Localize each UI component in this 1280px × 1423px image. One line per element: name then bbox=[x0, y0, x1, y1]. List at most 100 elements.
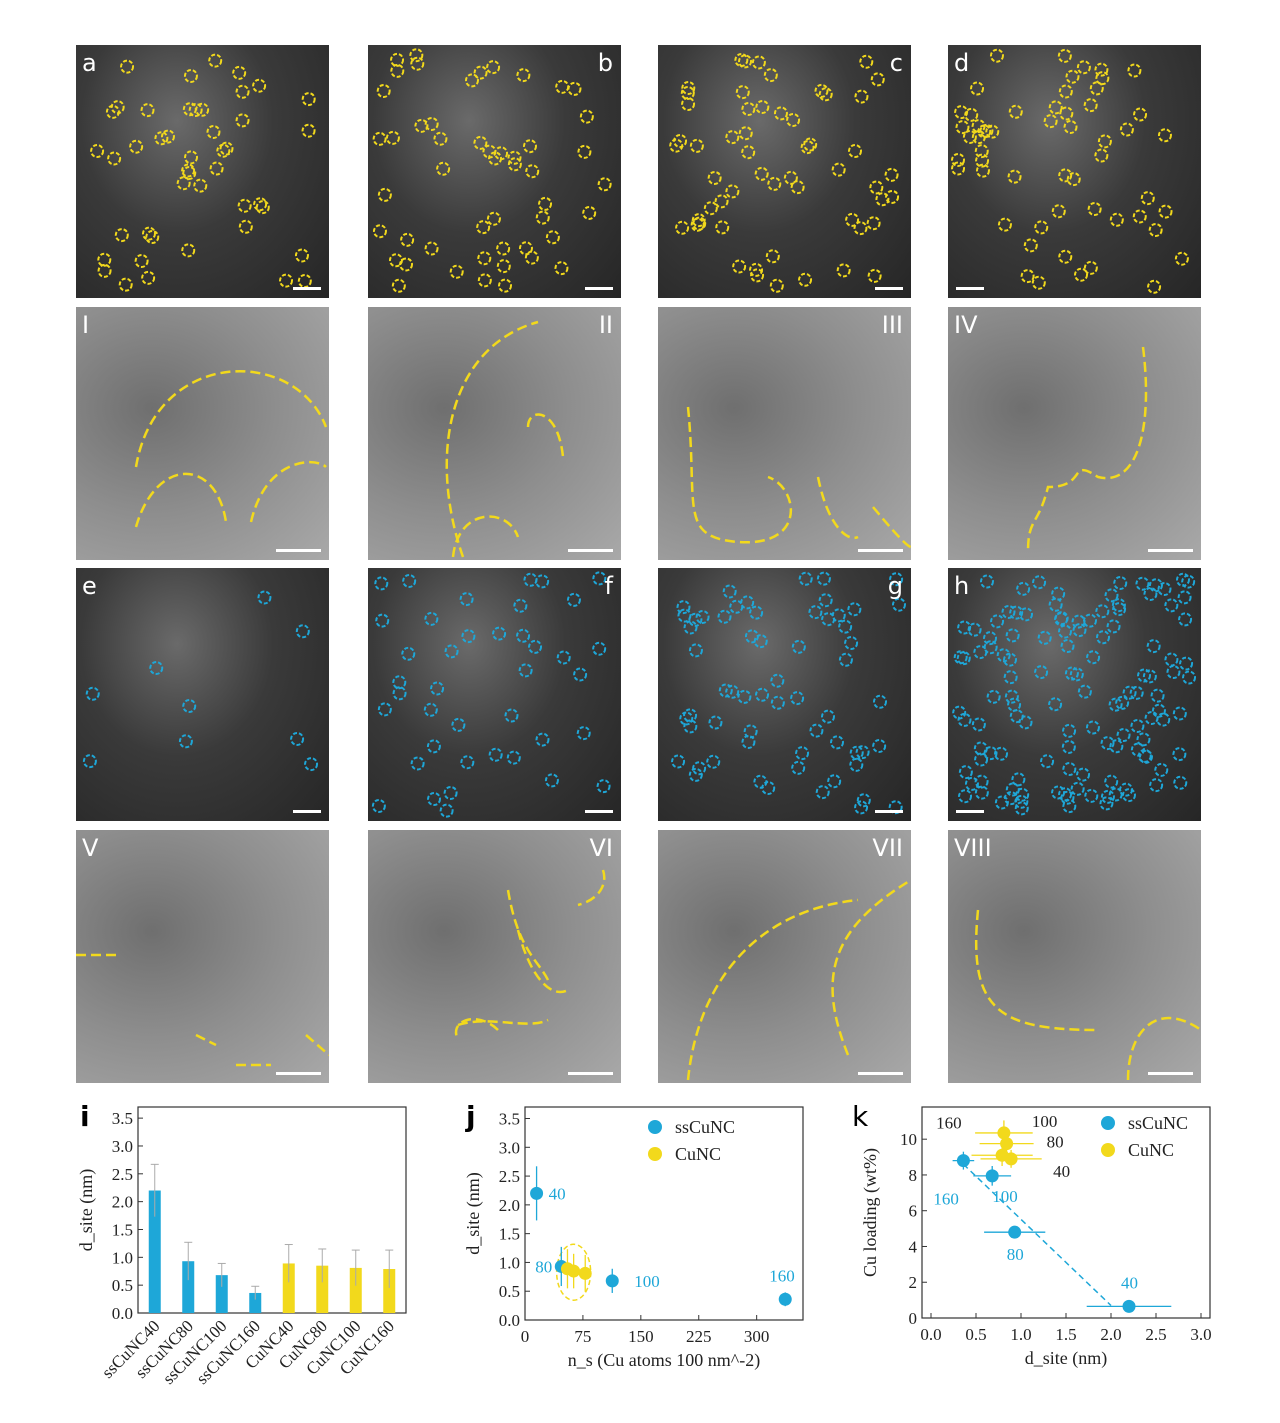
cu-site-marker bbox=[1138, 749, 1153, 764]
graphitic-layer-trace bbox=[577, 869, 606, 907]
cu-site-marker bbox=[977, 124, 992, 139]
cu-site-marker bbox=[206, 124, 221, 139]
cu-site-marker bbox=[1108, 697, 1123, 712]
cu-site-marker bbox=[577, 144, 592, 159]
cu-site-marker bbox=[729, 599, 744, 614]
cu-site-marker bbox=[430, 681, 445, 696]
cu-site-marker bbox=[1109, 212, 1124, 227]
y-tick-label: 0 bbox=[909, 1309, 918, 1328]
cu-site-marker bbox=[1095, 604, 1110, 619]
bar-CuNC100 bbox=[349, 1267, 362, 1313]
cu-site-marker bbox=[444, 644, 459, 659]
cu-site-marker bbox=[1116, 728, 1131, 743]
cu-site-marker bbox=[761, 780, 776, 795]
legend-label-CuNC: CuNC bbox=[1128, 1140, 1174, 1160]
cu-site-marker bbox=[1007, 697, 1022, 712]
cu-site-marker bbox=[486, 60, 501, 75]
cu-site-marker bbox=[400, 232, 415, 247]
cu-site-marker bbox=[154, 131, 169, 146]
cu-site-marker bbox=[460, 755, 475, 770]
cu-site-marker bbox=[1001, 604, 1016, 619]
cu-site-marker bbox=[496, 259, 511, 274]
point-label: 40 bbox=[1053, 1162, 1070, 1181]
graphitic-layer-trace bbox=[872, 506, 911, 549]
cu-site-marker bbox=[107, 151, 122, 166]
cu-site-marker bbox=[1034, 220, 1049, 235]
cu-site-marker bbox=[253, 197, 268, 212]
x-tick-label: 0 bbox=[521, 1327, 530, 1346]
hrtem-image-iii: III bbox=[658, 307, 911, 560]
cu-site-marker bbox=[1164, 652, 1179, 667]
cu-site-marker bbox=[401, 646, 416, 661]
cu-site-marker bbox=[755, 100, 770, 115]
cu-site-marker bbox=[735, 85, 750, 100]
cu-site-marker bbox=[388, 253, 403, 268]
cu-site-marker bbox=[1057, 48, 1072, 63]
cu-site-marker bbox=[1115, 695, 1130, 710]
cu-site-marker bbox=[722, 584, 737, 599]
point-label: 80 bbox=[535, 1257, 552, 1276]
cu-site-marker bbox=[518, 663, 533, 678]
cu-site-marker bbox=[507, 157, 522, 172]
cu-site-marker bbox=[492, 626, 507, 641]
cu-site-marker bbox=[402, 573, 417, 588]
cu-site-marker bbox=[838, 619, 853, 634]
cu-site-marker bbox=[1018, 715, 1033, 730]
cu-site-marker bbox=[1148, 578, 1163, 593]
cu-site-marker bbox=[556, 650, 571, 665]
cu-site-marker bbox=[523, 572, 538, 587]
cu-site-marker bbox=[741, 145, 756, 160]
cu-site-marker bbox=[134, 254, 149, 269]
cu-site-marker bbox=[958, 789, 973, 804]
cu-site-marker bbox=[496, 241, 511, 256]
graphitic-layer-trace bbox=[1126, 1016, 1201, 1081]
cu-site-marker bbox=[427, 792, 442, 807]
point-label: 40 bbox=[1121, 1273, 1138, 1292]
cu-site-marker bbox=[424, 116, 439, 131]
cu-site-marker bbox=[986, 689, 1001, 704]
panel-label: a bbox=[82, 49, 97, 77]
cu-site-marker bbox=[676, 600, 691, 615]
cu-site-marker bbox=[477, 273, 492, 288]
cu-site-marker bbox=[814, 83, 829, 98]
cu-site-marker bbox=[867, 268, 882, 283]
cu-site-marker bbox=[964, 107, 979, 122]
cu-site-marker bbox=[304, 757, 319, 772]
cu-site-marker bbox=[573, 667, 588, 682]
cu-site-marker bbox=[749, 605, 764, 620]
cu-site-marker bbox=[952, 705, 967, 720]
cu-site-marker bbox=[1003, 652, 1018, 667]
cu-site-marker bbox=[1108, 787, 1123, 802]
cu-site-marker bbox=[838, 652, 853, 667]
haadf-image-h: h bbox=[948, 568, 1201, 821]
cu-site-marker bbox=[854, 800, 869, 815]
y-tick-label: 0.5 bbox=[499, 1282, 520, 1301]
cu-site-marker bbox=[1094, 62, 1109, 77]
legend-marker-ssCuNC bbox=[1101, 1116, 1115, 1130]
graphitic-layer-trace bbox=[454, 1017, 499, 1041]
cu-site-marker bbox=[516, 628, 531, 643]
panel-label-j: j bbox=[466, 1100, 476, 1133]
cu-site-marker bbox=[1007, 169, 1022, 184]
cu-site-marker bbox=[689, 138, 704, 153]
cu-site-marker bbox=[869, 180, 884, 195]
cu-site-marker bbox=[725, 684, 740, 699]
cu-site-marker bbox=[1048, 697, 1063, 712]
scale-bar bbox=[568, 549, 613, 552]
cu-site-marker bbox=[507, 150, 522, 165]
cu-site-marker bbox=[1146, 639, 1161, 654]
cu-site-marker bbox=[681, 97, 696, 112]
cu-site-marker bbox=[974, 752, 989, 767]
cu-site-marker bbox=[105, 104, 120, 119]
cu-site-marker bbox=[1137, 668, 1152, 683]
y-axis-label: Cu loading (wt%) bbox=[860, 1148, 881, 1277]
cu-site-marker bbox=[885, 189, 900, 204]
cu-site-marker bbox=[377, 702, 392, 717]
cu-site-marker bbox=[889, 572, 904, 587]
cu-site-marker bbox=[129, 139, 144, 154]
hrtem-image-vi: VI bbox=[368, 830, 621, 1083]
cu-site-marker bbox=[715, 220, 730, 235]
cu-site-marker bbox=[754, 166, 769, 181]
cu-site-marker bbox=[1181, 574, 1196, 589]
cu-site-marker bbox=[820, 709, 835, 724]
